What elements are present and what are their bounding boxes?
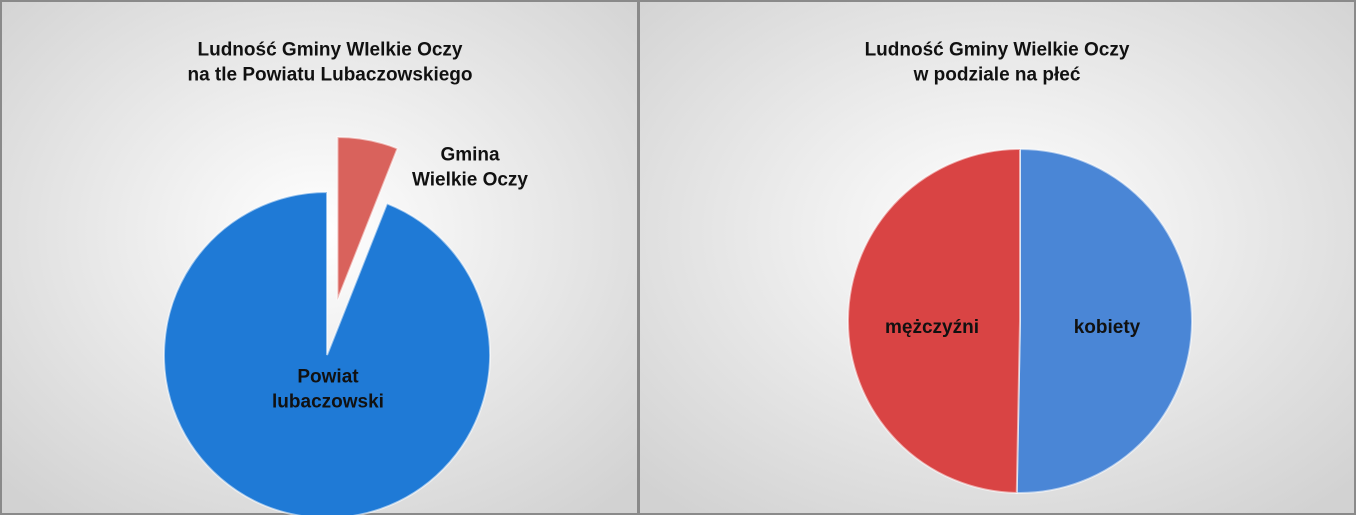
pie-slice bbox=[1015, 147, 1194, 494]
chart-title: Ludność Gminy WIelkie Oczy na tle Powiatu… bbox=[187, 40, 472, 86]
pie-slice bbox=[336, 135, 399, 301]
chart-title: Ludność Gminy Wielkie Oczy w podziale na … bbox=[865, 40, 1130, 86]
slice-label: kobiety bbox=[1074, 317, 1141, 338]
slice-label: Powiat lubaczowski bbox=[272, 367, 384, 413]
pie-slice bbox=[163, 190, 491, 515]
pie-slice bbox=[847, 147, 1021, 494]
slice-label: mężczyźni bbox=[885, 317, 979, 338]
slice-label: Gmina Wielkie Oczy bbox=[412, 145, 528, 191]
